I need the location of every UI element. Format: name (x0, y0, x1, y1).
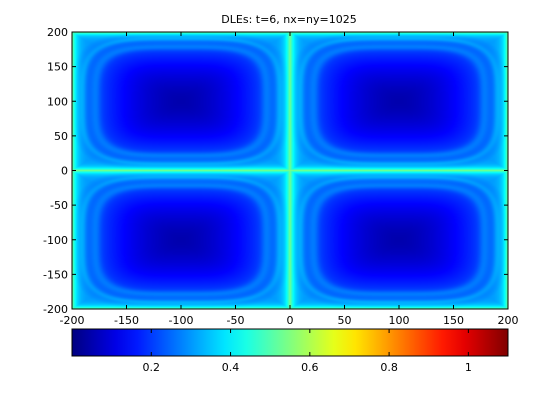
colorbar-ticks: 0.2 0.4 0.6 0.8 1 (143, 329, 472, 374)
colorbar: 0.2 0.4 0.6 0.8 1 (71, 328, 509, 374)
chart-title: DLEs: t=6, nx=ny=1025 (221, 13, 356, 26)
y-tick-label: -50 (50, 199, 68, 212)
x-tick-label: -50 (227, 314, 245, 327)
colorbar-gradient (72, 329, 508, 356)
y-tick-label: 150 (47, 61, 68, 74)
x-tick-label: 50 (338, 314, 352, 327)
colorbar-tick-label: 0.6 (301, 361, 319, 374)
y-tick-label: -100 (43, 234, 68, 247)
y-tick-label: -150 (43, 268, 68, 281)
colorbar-frame (71, 328, 509, 357)
x-tick-label: 150 (443, 314, 464, 327)
x-tick-label: -150 (114, 314, 139, 327)
y-tick-label: 100 (47, 95, 68, 108)
heatmap-image (72, 32, 508, 309)
colorbar-tick-label: 0.4 (222, 361, 240, 374)
colorbar-tick-label: 0.8 (380, 361, 398, 374)
x-tick-label: 0 (287, 314, 294, 327)
x-tick-label: -100 (169, 314, 194, 327)
colorbar-tick-label: 1 (465, 361, 472, 374)
y-axis: 200 150 100 50 0 -50 -100 -150 -200 (43, 26, 508, 316)
y-tick-label: -200 (43, 303, 68, 316)
x-axis: -200 -150 -100 -50 0 50 100 150 200 (60, 32, 519, 327)
plot-area (71, 31, 509, 310)
y-tick-label: 50 (54, 130, 68, 143)
x-tick-label: -200 (60, 314, 85, 327)
y-tick-label: 200 (47, 26, 68, 39)
x-tick-label: 100 (389, 314, 410, 327)
y-tick-label: 0 (61, 165, 68, 178)
x-tick-label: 200 (498, 314, 519, 327)
colorbar-tick-label: 0.2 (143, 361, 161, 374)
